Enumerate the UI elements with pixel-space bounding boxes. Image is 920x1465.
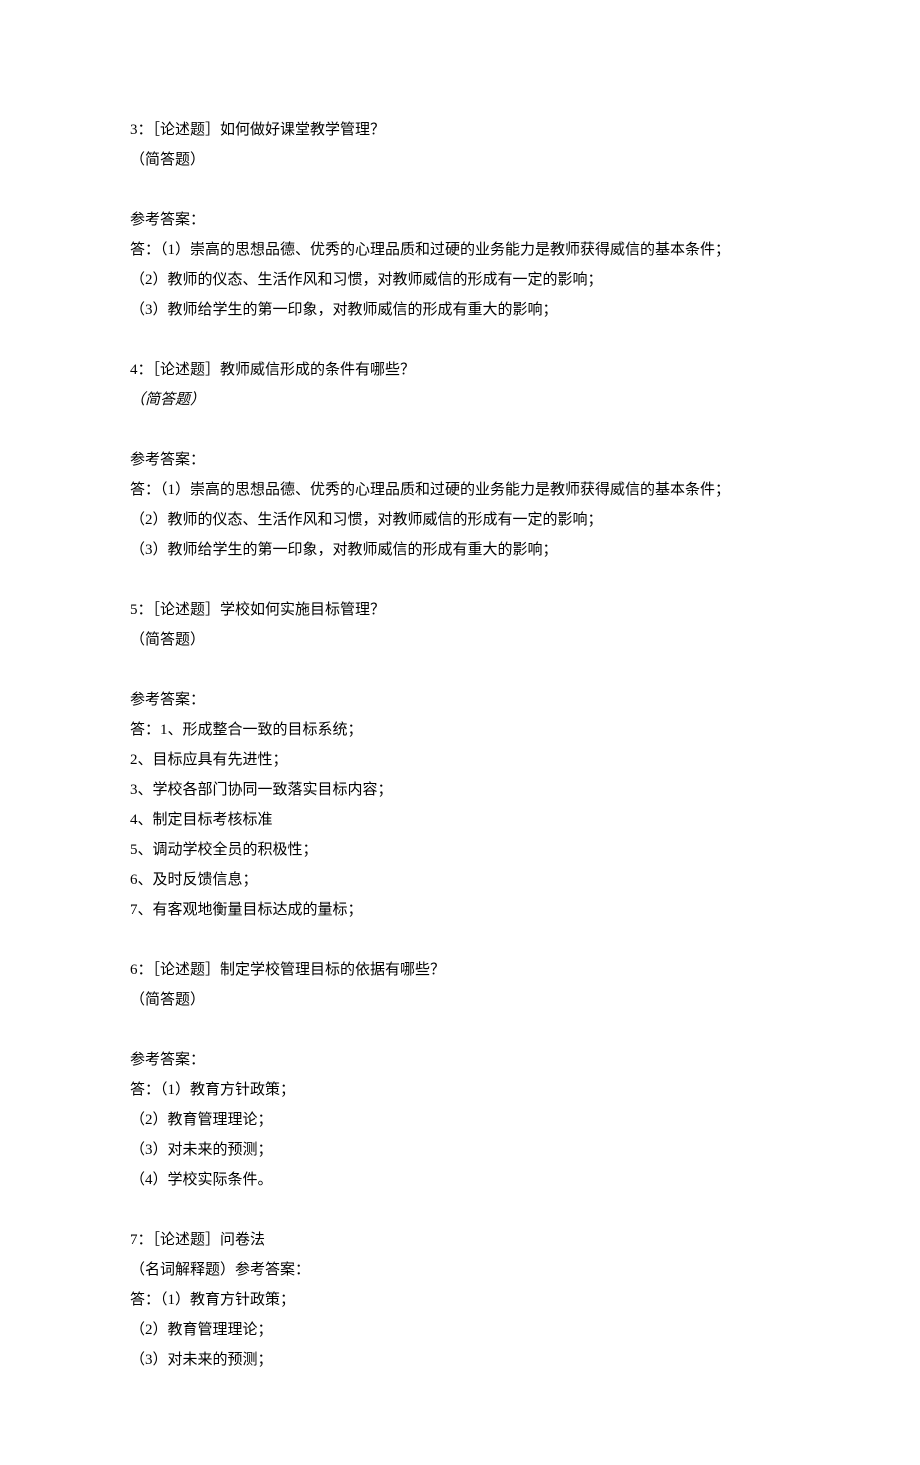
answer-line: （3）对未来的预测； (130, 1345, 790, 1375)
question-type: （名词解释题）参考答案： (130, 1255, 790, 1285)
answer-line: 2、目标应具有先进性； (130, 745, 790, 775)
question-block-7: 7：［论述题］问卷法 （名词解释题）参考答案： 答：（1）教育方针政策； （2）… (130, 1225, 790, 1375)
answer-line: （3）对未来的预测； (130, 1135, 790, 1165)
question-header: 5：［论述题］学校如何实施目标管理？ (130, 595, 790, 625)
question-block-5: 5：［论述题］学校如何实施目标管理？ （简答题） 参考答案： 答：1、形成整合一… (130, 595, 790, 925)
spacer (130, 655, 790, 685)
answer-line: （2）教育管理理论； (130, 1315, 790, 1345)
answer-line: 6、及时反馈信息； (130, 865, 790, 895)
answer-line: 3、学校各部门协同一致落实目标内容； (130, 775, 790, 805)
spacer (130, 1015, 790, 1045)
answer-line: （3）教师给学生的第一印象，对教师威信的形成有重大的影响； (130, 295, 790, 325)
question-header: 4：［论述题］教师威信形成的条件有哪些？ (130, 355, 790, 385)
answer-line: 答：（1）教育方针政策； (130, 1075, 790, 1105)
answer-line: （2）教师的仪态、生活作风和习惯，对教师威信的形成有一定的影响； (130, 505, 790, 535)
answer-line: 4、制定目标考核标准 (130, 805, 790, 835)
question-header: 7：［论述题］问卷法 (130, 1225, 790, 1255)
answer-label: 参考答案： (130, 445, 790, 475)
question-type: （简答题） (130, 625, 790, 655)
question-block-6: 6：［论述题］制定学校管理目标的依据有哪些？ （简答题） 参考答案： 答：（1）… (130, 955, 790, 1195)
spacer (130, 415, 790, 445)
spacer (130, 175, 790, 205)
answer-line: 答：（1）教育方针政策； (130, 1285, 790, 1315)
question-type: （简答题） (130, 385, 790, 415)
answer-line: 答：（1）崇高的思想品德、优秀的心理品质和过硬的业务能力是教师获得威信的基本条件… (130, 475, 790, 505)
document-body: 3：［论述题］如何做好课堂教学管理？ （简答题） 参考答案： 答：（1）崇高的思… (130, 115, 790, 1375)
question-header: 3：［论述题］如何做好课堂教学管理？ (130, 115, 790, 145)
answer-line: （2）教育管理理论； (130, 1105, 790, 1135)
answer-line: 7、有客观地衡量目标达成的量标； (130, 895, 790, 925)
answer-line: 5、调动学校全员的积极性； (130, 835, 790, 865)
answer-line: （4）学校实际条件。 (130, 1165, 790, 1195)
answer-line: 答：1、形成整合一致的目标系统； (130, 715, 790, 745)
answer-line: （3）教师给学生的第一印象，对教师威信的形成有重大的影响； (130, 535, 790, 565)
question-block-3: 3：［论述题］如何做好课堂教学管理？ （简答题） 参考答案： 答：（1）崇高的思… (130, 115, 790, 325)
question-type: （简答题） (130, 985, 790, 1015)
answer-label: 参考答案： (130, 685, 790, 715)
question-block-4: 4：［论述题］教师威信形成的条件有哪些？ （简答题） 参考答案： 答：（1）崇高… (130, 355, 790, 565)
answer-line: 答：（1）崇高的思想品德、优秀的心理品质和过硬的业务能力是教师获得威信的基本条件… (130, 235, 790, 265)
answer-label: 参考答案： (130, 1045, 790, 1075)
question-type: （简答题） (130, 145, 790, 175)
answer-label: 参考答案： (130, 205, 790, 235)
question-header: 6：［论述题］制定学校管理目标的依据有哪些？ (130, 955, 790, 985)
answer-line: （2）教师的仪态、生活作风和习惯，对教师威信的形成有一定的影响； (130, 265, 790, 295)
